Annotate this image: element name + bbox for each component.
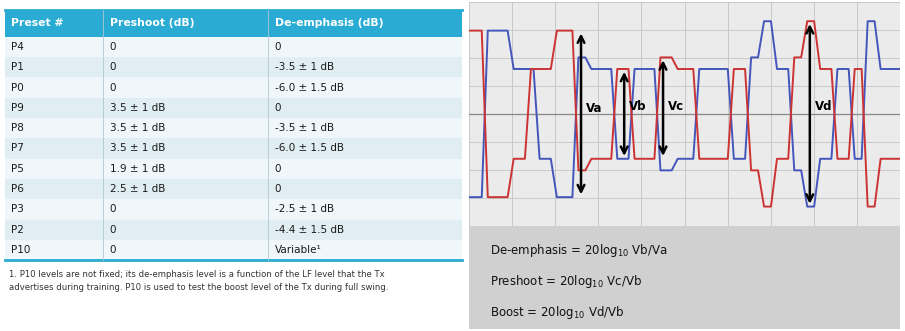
Text: Vd: Vd — [815, 100, 833, 113]
Bar — [268, 98, 462, 118]
Bar — [5, 199, 103, 219]
Text: -6.0 ± 1.5 dB: -6.0 ± 1.5 dB — [274, 143, 344, 154]
Bar — [268, 138, 462, 159]
Text: 0: 0 — [110, 205, 116, 214]
Text: 3.5 ± 1 dB: 3.5 ± 1 dB — [110, 103, 165, 113]
Text: P7: P7 — [12, 143, 24, 154]
Bar — [103, 179, 268, 199]
Bar — [268, 179, 462, 199]
Bar — [268, 159, 462, 179]
Text: P10: P10 — [12, 245, 31, 255]
Bar — [5, 118, 103, 138]
Bar — [268, 10, 462, 37]
Bar — [5, 98, 103, 118]
Bar — [103, 138, 268, 159]
Text: Preshoot (dB): Preshoot (dB) — [110, 18, 195, 28]
Text: P1: P1 — [12, 62, 24, 72]
Text: 0: 0 — [110, 42, 116, 52]
Bar — [5, 138, 103, 159]
Text: -3.5 ± 1 dB: -3.5 ± 1 dB — [274, 123, 334, 133]
Bar — [5, 37, 103, 57]
Bar — [103, 57, 268, 77]
Bar — [268, 57, 462, 77]
Bar — [103, 159, 268, 179]
Text: Va: Va — [586, 102, 603, 115]
Text: Boost = 20log$_{10}$ Vd/Vb: Boost = 20log$_{10}$ Vd/Vb — [491, 304, 624, 321]
Text: De-emphasis (dB): De-emphasis (dB) — [274, 18, 383, 28]
Bar — [268, 118, 462, 138]
Bar — [103, 199, 268, 219]
Bar — [268, 219, 462, 240]
Text: 1.9 ± 1 dB: 1.9 ± 1 dB — [110, 164, 165, 174]
Text: -3.5 ± 1 dB: -3.5 ± 1 dB — [274, 62, 334, 72]
Text: 3.5 ± 1 dB: 3.5 ± 1 dB — [110, 123, 165, 133]
Text: Variable¹: Variable¹ — [274, 245, 321, 255]
Text: 0: 0 — [110, 225, 116, 235]
Text: P4: P4 — [12, 42, 24, 52]
Bar — [5, 77, 103, 98]
Text: 2.5 ± 1 dB: 2.5 ± 1 dB — [110, 184, 165, 194]
Bar — [103, 98, 268, 118]
Text: Vc: Vc — [668, 100, 684, 113]
Text: P9: P9 — [12, 103, 24, 113]
Text: 1. P10 levels are not fixed; its de-emphasis level is a function of the LF level: 1. P10 levels are not fixed; its de-emph… — [9, 270, 388, 292]
Text: -2.5 ± 1 dB: -2.5 ± 1 dB — [274, 205, 334, 214]
Bar — [103, 77, 268, 98]
Text: 0: 0 — [274, 103, 281, 113]
Text: Vb: Vb — [629, 100, 647, 113]
Bar — [103, 240, 268, 260]
Bar — [268, 240, 462, 260]
Bar — [5, 10, 103, 37]
Text: P3: P3 — [12, 205, 24, 214]
Text: 0: 0 — [110, 62, 116, 72]
Text: 0: 0 — [274, 184, 281, 194]
Text: 0: 0 — [110, 82, 116, 92]
Text: Preshoot = 20log$_{10}$ Vc/Vb: Preshoot = 20log$_{10}$ Vc/Vb — [491, 273, 643, 290]
Text: 0: 0 — [274, 164, 281, 174]
Text: P5: P5 — [12, 164, 24, 174]
Text: De-emphasis = 20log$_{10}$ Vb/Va: De-emphasis = 20log$_{10}$ Vb/Va — [491, 242, 668, 260]
Bar — [5, 240, 103, 260]
Bar — [5, 159, 103, 179]
Bar — [103, 219, 268, 240]
Text: 0: 0 — [110, 245, 116, 255]
Bar — [103, 10, 268, 37]
Bar — [103, 118, 268, 138]
Text: 0: 0 — [274, 42, 281, 52]
Text: P0: P0 — [12, 82, 24, 92]
Text: -4.4 ± 1.5 dB: -4.4 ± 1.5 dB — [274, 225, 344, 235]
Text: P6: P6 — [12, 184, 24, 194]
Bar — [268, 77, 462, 98]
Text: P8: P8 — [12, 123, 24, 133]
Bar — [5, 179, 103, 199]
Bar — [5, 57, 103, 77]
Bar — [268, 37, 462, 57]
Text: Preset #: Preset # — [12, 18, 64, 28]
Text: P2: P2 — [12, 225, 24, 235]
Text: 3.5 ± 1 dB: 3.5 ± 1 dB — [110, 143, 165, 154]
Bar — [5, 219, 103, 240]
Text: -6.0 ± 1.5 dB: -6.0 ± 1.5 dB — [274, 82, 344, 92]
Bar — [268, 199, 462, 219]
Bar — [103, 37, 268, 57]
